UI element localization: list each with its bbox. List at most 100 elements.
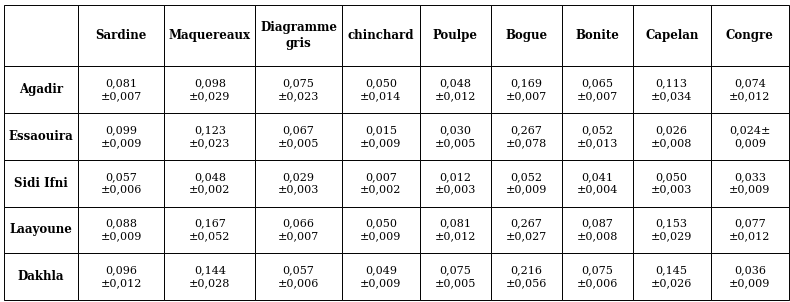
Bar [342, 253, 419, 300]
Text: 0,145: 0,145 [656, 265, 688, 275]
Text: 0,267: 0,267 [510, 125, 542, 135]
Bar [633, 66, 711, 113]
Text: Capelan: Capelan [645, 29, 698, 42]
Text: 0,050: 0,050 [656, 172, 688, 182]
Text: 0,169: 0,169 [510, 79, 542, 88]
Text: Sardine: Sardine [96, 29, 147, 42]
Text: 0,123: 0,123 [194, 125, 226, 135]
Bar [4, 207, 78, 253]
Bar [633, 160, 711, 207]
Text: Laayoune: Laayoune [9, 223, 73, 236]
Text: 0,067: 0,067 [283, 125, 314, 135]
Text: 0,009: 0,009 [734, 138, 766, 148]
Text: 0,087: 0,087 [581, 219, 613, 229]
Bar [342, 207, 419, 253]
Text: ±0,027: ±0,027 [506, 231, 547, 241]
Bar [78, 160, 164, 207]
Text: ±0,026: ±0,026 [651, 278, 692, 288]
Text: ±0,012: ±0,012 [729, 231, 770, 241]
Bar [4, 113, 78, 160]
Bar [419, 66, 491, 113]
Text: chinchard: chinchard [348, 29, 414, 42]
Text: ±0,009: ±0,009 [360, 231, 401, 241]
Bar [78, 253, 164, 300]
Text: ±0,003: ±0,003 [278, 185, 319, 194]
Text: ±0,002: ±0,002 [190, 185, 231, 194]
Text: ±0,023: ±0,023 [278, 91, 319, 101]
Text: ±0,004: ±0,004 [577, 185, 618, 194]
Bar [164, 5, 255, 66]
Text: 0,007: 0,007 [365, 172, 397, 182]
Text: 0,052: 0,052 [510, 172, 542, 182]
Text: ±0,023: ±0,023 [190, 138, 231, 148]
Bar [164, 160, 255, 207]
Bar [419, 5, 491, 66]
Bar [255, 160, 342, 207]
Bar [711, 207, 789, 253]
Bar [4, 5, 78, 66]
Bar [78, 207, 164, 253]
Bar [255, 66, 342, 113]
Text: 0,075: 0,075 [439, 265, 472, 275]
Text: 0,099: 0,099 [105, 125, 137, 135]
Text: ±0,007: ±0,007 [278, 231, 319, 241]
Text: ±0,012: ±0,012 [435, 91, 476, 101]
Bar [711, 66, 789, 113]
Text: Dakhla: Dakhla [18, 270, 64, 283]
Text: 0,057: 0,057 [283, 265, 314, 275]
Text: 0,075: 0,075 [581, 265, 613, 275]
Text: Bogue: Bogue [505, 29, 547, 42]
Bar [711, 5, 789, 66]
Text: 0,098: 0,098 [194, 79, 226, 88]
Bar [491, 253, 562, 300]
Text: ±0,007: ±0,007 [100, 91, 142, 101]
Text: ±0,005: ±0,005 [278, 138, 319, 148]
Bar [633, 253, 711, 300]
Text: 0,052: 0,052 [581, 125, 613, 135]
Text: 0,041: 0,041 [581, 172, 613, 182]
Text: 0,015: 0,015 [365, 125, 397, 135]
Bar [562, 207, 633, 253]
Bar [491, 160, 562, 207]
Text: ±0,009: ±0,009 [100, 231, 142, 241]
Text: 0,075: 0,075 [283, 79, 314, 88]
Text: ±0,009: ±0,009 [729, 278, 770, 288]
Text: 0,144: 0,144 [194, 265, 226, 275]
Text: 0,033: 0,033 [734, 172, 766, 182]
Text: ±0,002: ±0,002 [360, 185, 401, 194]
Text: ±0,012: ±0,012 [435, 231, 476, 241]
Text: ±0,007: ±0,007 [506, 91, 547, 101]
Text: ±0,009: ±0,009 [729, 185, 770, 194]
Text: Agadir: Agadir [19, 83, 63, 96]
Text: 0,088: 0,088 [105, 219, 137, 229]
Text: ±0,003: ±0,003 [435, 185, 476, 194]
Text: 0,026: 0,026 [656, 125, 688, 135]
Bar [562, 113, 633, 160]
Text: ±0,009: ±0,009 [360, 138, 401, 148]
Text: ±0,005: ±0,005 [435, 278, 476, 288]
Text: ±0,008: ±0,008 [651, 138, 692, 148]
Text: Sidi Ifni: Sidi Ifni [14, 177, 68, 190]
Text: 0,065: 0,065 [581, 79, 613, 88]
Bar [633, 5, 711, 66]
Text: ±0,009: ±0,009 [506, 185, 547, 194]
Bar [562, 160, 633, 207]
Bar [342, 160, 419, 207]
Text: ±0,006: ±0,006 [278, 278, 319, 288]
Bar [4, 160, 78, 207]
Bar [491, 207, 562, 253]
Text: 0,074: 0,074 [734, 79, 766, 88]
Text: 0,216: 0,216 [510, 265, 542, 275]
Text: ±0,052: ±0,052 [190, 231, 231, 241]
Bar [164, 66, 255, 113]
Bar [562, 5, 633, 66]
Bar [633, 207, 711, 253]
Text: ±0,007: ±0,007 [577, 91, 618, 101]
Bar [164, 207, 255, 253]
Bar [4, 66, 78, 113]
Text: 0,077: 0,077 [734, 219, 766, 229]
Text: ±0,003: ±0,003 [651, 185, 692, 194]
Text: ±0,028: ±0,028 [190, 278, 231, 288]
Text: ±0,078: ±0,078 [506, 138, 547, 148]
Text: 0,153: 0,153 [656, 219, 688, 229]
